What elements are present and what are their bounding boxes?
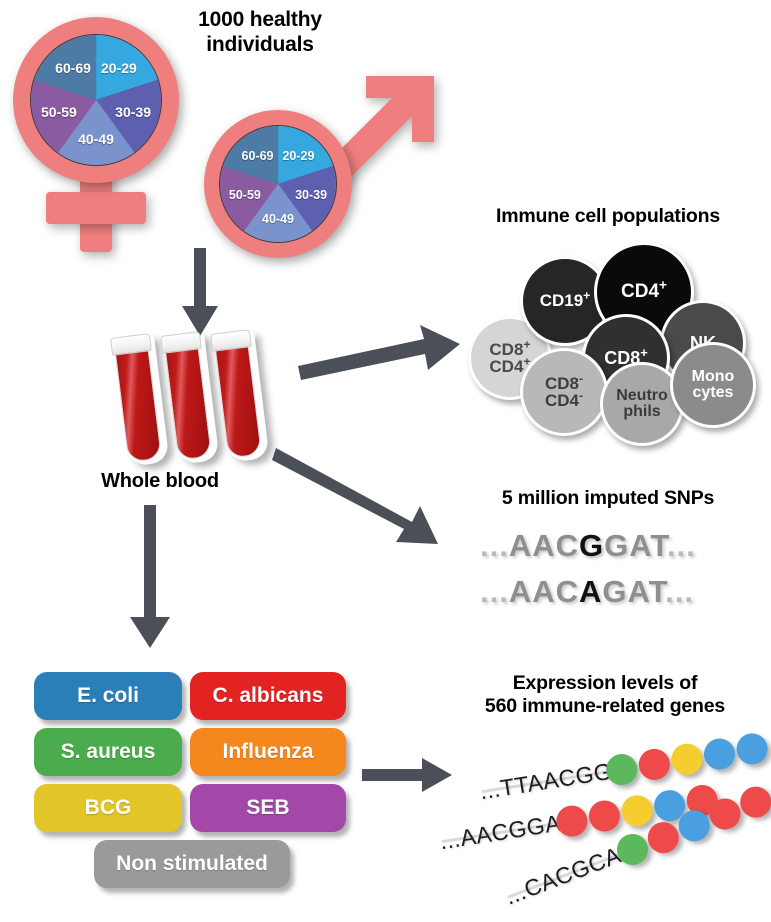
snp-ellipsis-right: ...: [666, 528, 696, 563]
immune-cell-cluster: CD8+CD4+ CD19+ CD4+ NK CD8+ CD8-CD4- Neu…: [462, 238, 762, 446]
expression-reads-group: ...TTAACGG ...AACGGAT ...CACGCAA: [430, 730, 771, 922]
snp-sequence-row: ...AACGGAT...: [480, 528, 696, 564]
stimulus-label: SEB: [246, 796, 290, 819]
age-pie-slice-label: 50-59: [41, 104, 77, 121]
age-pie-slice: [57, 99, 135, 165]
arrow-down-to-blood: [182, 248, 218, 336]
stimulus-label: C. albicans: [212, 684, 324, 707]
age-pie-slice-label: 60-69: [241, 148, 274, 163]
expression-bead: [704, 793, 745, 834]
age-pie-slice-label: 30-39: [295, 187, 328, 202]
age-pie-slice: [31, 79, 97, 153]
male-symbol-arrow: [320, 76, 434, 182]
female-symbol-cross: [46, 192, 146, 224]
stimulus-e-coli[interactable]: E. coli: [34, 672, 182, 720]
age-pie-slice: [222, 126, 279, 185]
age-pie-svg-male: [220, 126, 336, 242]
immune-cell-label: Neutro phils: [616, 386, 668, 420]
immune-cell-monocytes: Mono cytes: [670, 342, 756, 428]
cohort-title-line2: individuals: [206, 32, 314, 56]
snp-sequence-row: ...AACAGAT...: [480, 574, 694, 610]
age-pie-chart-female: 20-29 30-39 40-49 50-59 60-69: [30, 34, 162, 166]
age-pie-slice-label: 50-59: [228, 187, 261, 202]
snps-title: 5 million imputed SNPs: [501, 487, 715, 509]
immune-cell-label: CD8+ CD4+: [489, 337, 531, 376]
age-pie-slice-label: 60-69: [55, 60, 91, 77]
expression-read-sequence: ...AACGGAT: [437, 807, 576, 855]
stimulus-non-stimulated[interactable]: Non stimulated: [94, 840, 290, 888]
arrow-diagonal-to-snps: [272, 448, 438, 544]
immune-cell-label: CD4+: [621, 277, 667, 303]
age-pie-slice-label: 40-49: [262, 211, 294, 226]
snp-suffix: GAT: [604, 528, 667, 563]
age-pie-slice: [277, 126, 334, 185]
age-pie-slice: [33, 35, 97, 101]
stimulus-label: Influenza: [222, 740, 314, 763]
whole-blood-tubes: [110, 329, 290, 480]
snp-ellipsis-right: ...: [665, 574, 694, 609]
arrow-right-to-immune-cells: [298, 325, 460, 380]
whole-blood-label: Whole blood: [101, 470, 219, 492]
age-pie-svg-female: [31, 35, 161, 165]
expression-bead: [636, 746, 673, 783]
expression-bead: [643, 817, 684, 858]
expression-bead: [735, 782, 771, 823]
cohort-title-line1: 1000 healthy: [198, 8, 322, 31]
stimulus-label: S. aureus: [60, 740, 156, 763]
snp-ellipsis-left: ...: [480, 574, 509, 609]
snp-prefix: AAC: [508, 574, 580, 609]
snp-variant-allele: A: [579, 574, 603, 609]
age-pie-slice: [220, 165, 279, 232]
age-pie-slice: [277, 165, 336, 232]
age-pie-slice-label: 30-39: [115, 104, 151, 121]
immune-cell-label: CD8- CD4-: [544, 371, 584, 410]
arrow-down-to-stimuli: [130, 505, 170, 648]
age-pie-slice: [243, 183, 313, 242]
stimulus-label: BCG: [84, 796, 132, 819]
female-gender-symbol: 20-29 30-39 40-49 50-59 60-69: [8, 12, 193, 257]
expression-bead: [669, 741, 705, 777]
stimulus-label: E. coli: [77, 684, 139, 707]
male-gender-symbol: 20-29 30-39 40-49 50-59 60-69: [200, 62, 440, 258]
age-pie-slice-label: 20-29: [101, 60, 137, 77]
expression-bead: [674, 805, 715, 846]
stimulus-label: Non stimulated: [116, 852, 268, 875]
stimulus-seb[interactable]: SEB: [190, 784, 346, 832]
immune-cell-label: Mono cytes: [691, 367, 735, 401]
stimulus-bcg[interactable]: BCG: [34, 784, 182, 832]
expression-bead: [586, 798, 623, 834]
snp-sequence-block: ...AACGGAT... ...AACAGAT...: [470, 528, 760, 620]
expression-title-line2: 560 immune-related genes: [484, 695, 726, 717]
page-title-cohort: 1000 healthy individuals: [160, 8, 360, 58]
immune-cell-cd8neg-cd4neg: CD8- CD4-: [520, 348, 608, 436]
expression-title: Expression levels of 560 immune-related …: [440, 672, 770, 718]
arrow-right-to-expression: [362, 758, 452, 792]
stimuli-panel: E. coli C. albicans S. aureus Influenza …: [34, 672, 346, 892]
age-pie-slice: [95, 79, 161, 153]
expression-bead: [734, 731, 770, 767]
age-pie-slice-label: 40-49: [78, 131, 114, 147]
age-pie-chart-male: 20-29 30-39 40-49 50-59 60-69: [219, 125, 337, 243]
snp-ellipsis-left: ...: [480, 528, 509, 563]
expression-title-line1: Expression levels of: [512, 672, 698, 694]
stimulus-s-aureus[interactable]: S. aureus: [34, 728, 182, 776]
immune-cell-populations-title: Immune cell populations: [495, 205, 720, 227]
expression-bead: [701, 736, 738, 772]
snp-prefix: AAC: [508, 528, 580, 563]
immune-cell-label: CD19+: [539, 288, 591, 311]
age-pie-slice: [95, 35, 159, 101]
snp-suffix: GAT: [602, 574, 666, 609]
stimulus-c-albicans[interactable]: C. albicans: [190, 672, 346, 720]
snp-variant-allele: G: [579, 528, 605, 563]
stimulus-influenza[interactable]: Influenza: [190, 728, 346, 776]
age-pie-slice-label: 20-29: [282, 148, 315, 163]
